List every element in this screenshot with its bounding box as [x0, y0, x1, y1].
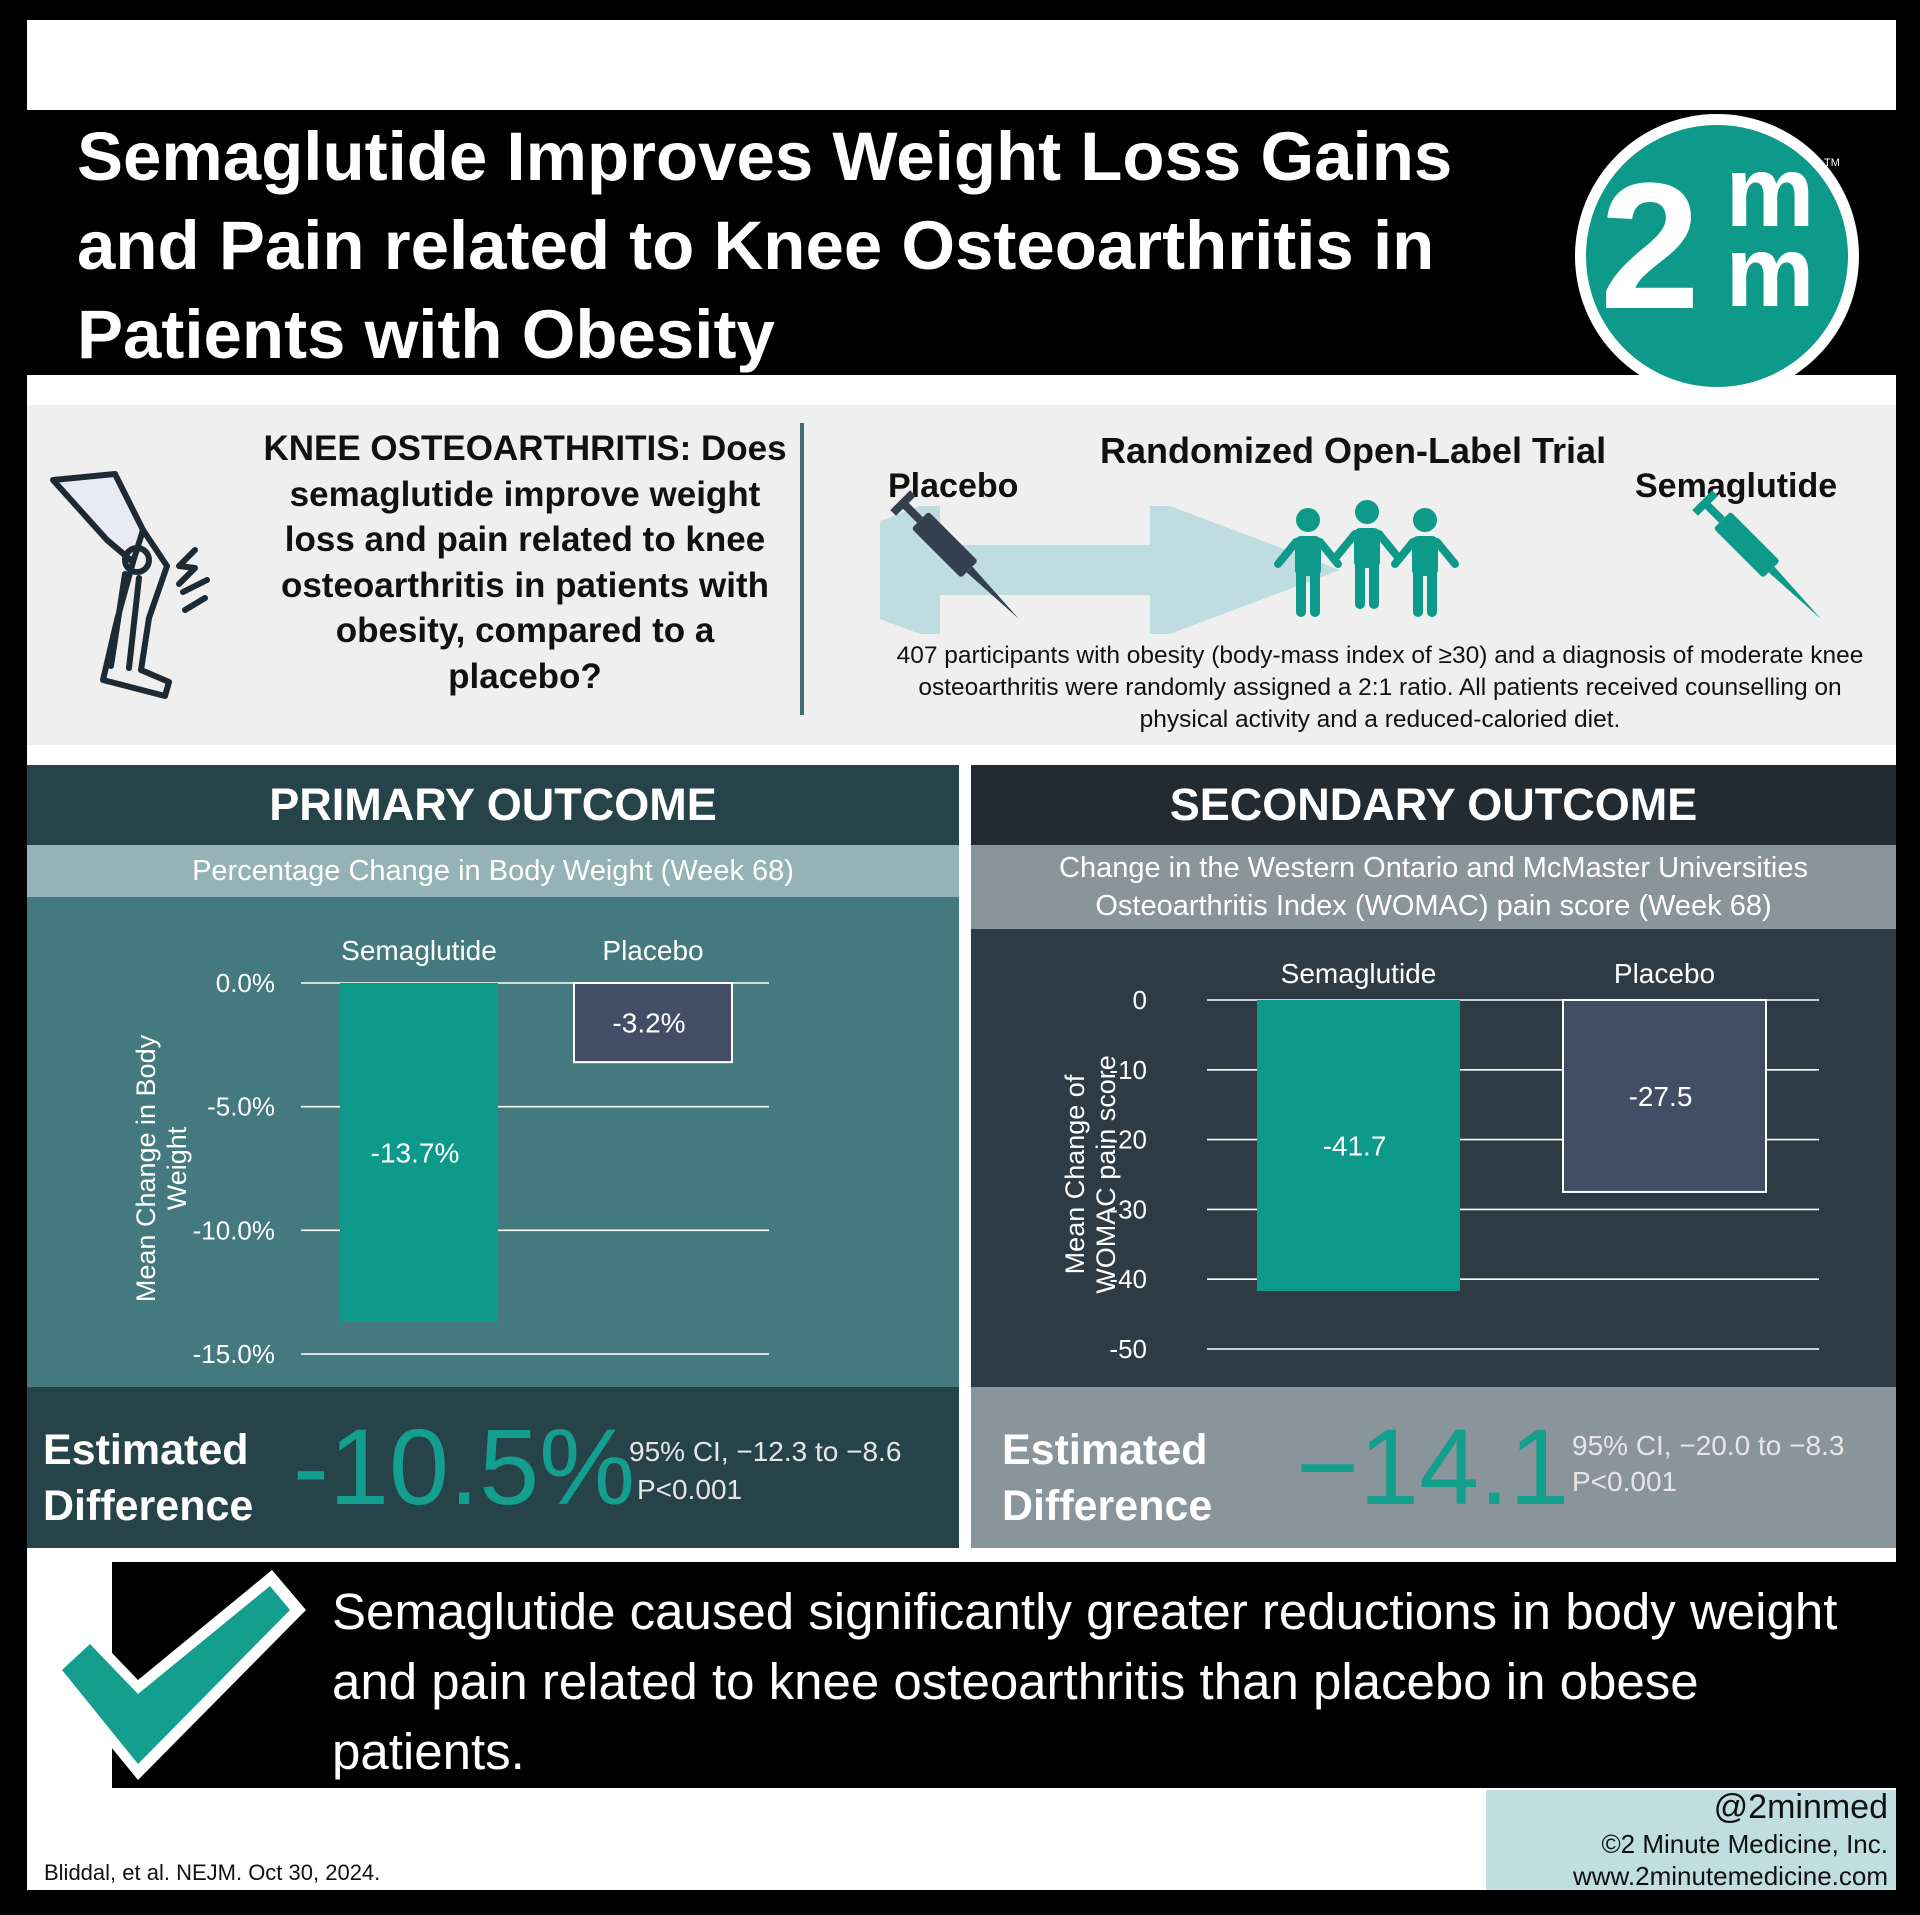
logo-sub: m — [1726, 216, 1815, 328]
study-question: KNEE OSTEOARTHRITIS: Does semaglutide im… — [263, 429, 787, 696]
y-tick-label: -40 — [1109, 1264, 1147, 1294]
bar-placebo — [1562, 999, 1767, 1193]
logo: 2 m m TM — [1575, 114, 1859, 398]
secondary-subheading-line2: Osteoarthritis Index (WOMAC) pain score … — [1095, 890, 1772, 922]
checkmark-icon — [48, 1570, 306, 1780]
primary-estimate-label: Estimated Difference — [43, 1422, 253, 1534]
trial-description: 407 participants with obesity (body-mass… — [896, 642, 1864, 733]
secondary-ci: 95% CI, −20.0 to −8.3 — [1572, 1430, 1845, 1461]
y-axis-label-line: Weight — [162, 1126, 192, 1210]
syringe-icon-placebo — [890, 490, 1019, 619]
y-axis-label: Mean Change ofWOMAC pain score — [1060, 1055, 1121, 1294]
logo-digit: 2 — [1600, 146, 1700, 347]
bar-value-label: -13.7% — [371, 1137, 460, 1168]
conclusion-text: Semaglutide caused significantly greater… — [332, 1583, 1838, 1780]
secondary-estimate: Estimated Difference −14.1 95% CI, −20.0… — [971, 1387, 1896, 1548]
y-axis-label-line: WOMAC pain score — [1091, 1055, 1121, 1294]
y-tick-label: -5.0% — [207, 1092, 275, 1122]
section-divider — [800, 423, 804, 715]
randomization-graphic — [880, 490, 1821, 634]
bar-semaglutide — [340, 983, 498, 1322]
bar-value-label: -41.7 — [1323, 1131, 1387, 1162]
secondary-estimate-label: Estimated Difference — [1002, 1422, 1212, 1534]
bar-value-label: -3.2% — [612, 1008, 685, 1039]
primary-outcome-subheading: Percentage Change in Body Weight (Week 6… — [27, 845, 959, 897]
bar-placebo — [573, 982, 733, 1064]
womac-pain-chart: 0 -10 -20 -30 -40 -50 Mean Change ofWOMAC pain… — [1060, 958, 1819, 1364]
bar-semaglutide — [1257, 1000, 1460, 1292]
secondary-subheading-line1: Change in the Western Ontario and McMast… — [1059, 852, 1808, 884]
knee-joint-icon — [50, 471, 210, 699]
bar-value-label: -27.5 — [1629, 1081, 1693, 1112]
category-label: Semaglutide — [341, 935, 497, 966]
website-link: www.2minutemedicine.com — [1572, 1861, 1888, 1891]
logo-sup: m — [1726, 136, 1815, 248]
primary-p-value: P<0.001 — [637, 1474, 743, 1505]
primary-estimate-value: -10.5% — [293, 1406, 636, 1527]
y-tick-label: -10.0% — [193, 1215, 275, 1245]
secondary-estimate-value: −14.1 — [1296, 1406, 1570, 1527]
primary-outcome-panel: PRIMARY OUTCOME Percentage Change in Bod… — [27, 765, 959, 1548]
body-weight-chart: 0.0% -5.0% -10.0% -15.0% Mean Change in Body… — [131, 935, 769, 1369]
double-arrow — [880, 506, 1340, 634]
primary-outcome-heading: PRIMARY OUTCOME — [27, 765, 959, 845]
logo-tm: TM — [1824, 157, 1840, 169]
secondary-p-value: P<0.001 — [1572, 1466, 1678, 1497]
trial-title: Randomized Open-Label Trial — [1100, 430, 1607, 471]
primary-estimate-label-line2: Difference — [43, 1482, 254, 1530]
participants-icon — [1274, 500, 1459, 617]
secondary-estimate-label-line2: Difference — [1002, 1482, 1213, 1530]
footer-box — [1486, 1790, 1896, 1890]
secondary-estimate-label-line1: Estimated — [1002, 1426, 1208, 1474]
primary-estimate-label-line1: Estimated — [43, 1426, 249, 1474]
secondary-outcome-panel: SECONDARY OUTCOME Change in the Western … — [971, 765, 1896, 1548]
page-title: Semaglutide Improves Weight Loss Gains a… — [77, 118, 1453, 373]
semaglutide-arm-label: Semaglutide — [1635, 467, 1838, 505]
citation: Bliddal, et al. NEJM. Oct 30, 2024. — [44, 1860, 381, 1885]
y-tick-label: -20 — [1109, 1125, 1147, 1155]
conclusion-band — [112, 1562, 1896, 1788]
secondary-outcome-subheading: Change in the Western Ontario and McMast… — [971, 845, 1896, 929]
category-label: Placebo — [1614, 958, 1715, 989]
social-handle: @2minmed — [1713, 1788, 1888, 1826]
category-label: Semaglutide — [1281, 958, 1437, 989]
primary-ci: 95% CI, −12.3 to −8.6 — [629, 1436, 902, 1467]
primary-estimate: Estimated Difference -10.5% 95% CI, −12.… — [27, 1387, 959, 1548]
secondary-outcome-heading: SECONDARY OUTCOME — [971, 765, 1896, 845]
category-label: Placebo — [602, 935, 703, 966]
y-tick-label: -15.0% — [193, 1339, 275, 1369]
copyright: ©2 Minute Medicine, Inc. — [1601, 1829, 1888, 1859]
y-tick-label: -50 — [1109, 1334, 1147, 1364]
y-axis-label-line: Mean Change of — [1060, 1074, 1090, 1274]
y-tick-label: 0.0% — [216, 968, 275, 998]
syringe-icon-semaglutide — [1692, 490, 1821, 619]
y-tick-label: 0 — [1133, 985, 1147, 1015]
y-axis-label: Mean Change in BodyWeight — [131, 1034, 192, 1302]
y-tick-label: -30 — [1109, 1194, 1147, 1224]
y-axis-label-line: Mean Change in Body — [131, 1034, 161, 1302]
y-tick-label: -10 — [1109, 1055, 1147, 1085]
